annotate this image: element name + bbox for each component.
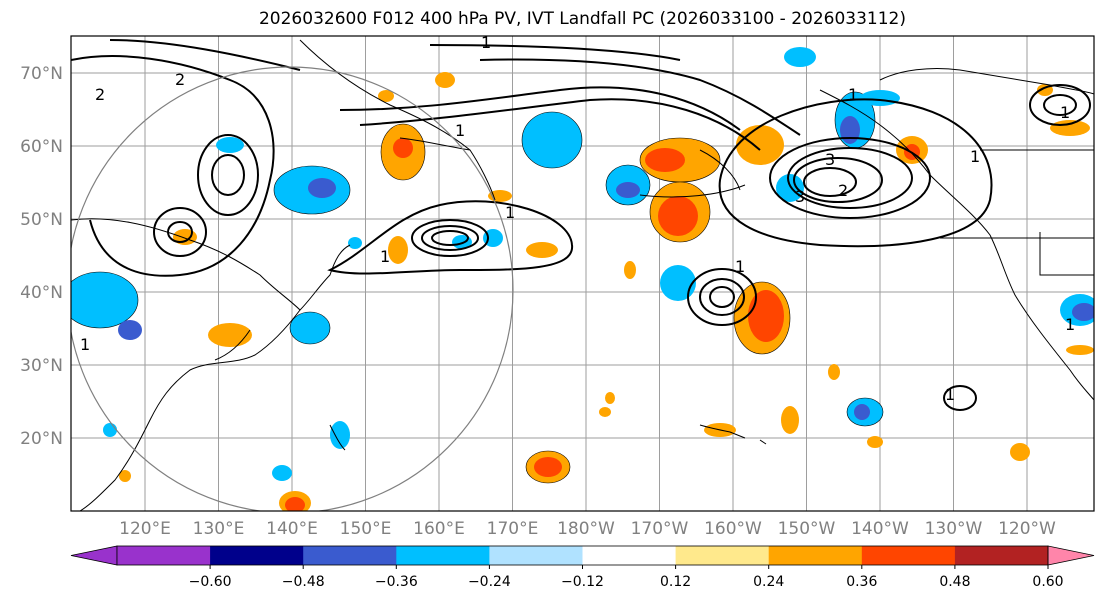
contour-label: 1 [1065, 315, 1075, 334]
colorbar-tick-label: 0.60 [1032, 574, 1063, 590]
contour-label: 2 [95, 85, 105, 104]
colorbar-tick-label: −0.60 [189, 574, 232, 590]
lon-label: 180°W [557, 519, 615, 539]
contour-label: 1 [945, 385, 955, 404]
contour-label: 1 [455, 121, 465, 140]
lat-label: 50°N [20, 210, 63, 230]
map-title: 2026032600 F012 400 hPa PV, IVT Landfall… [258, 9, 906, 29]
colorbar-segment [954, 546, 1049, 565]
colorbar-segment [210, 546, 304, 565]
colorbar-segment [675, 546, 770, 565]
lat-label: 20°N [20, 429, 63, 449]
lat-label: 60°N [20, 137, 63, 157]
colorbar-segment [303, 546, 397, 565]
lon-label: 160°E [413, 519, 465, 539]
contour-label: 1 [735, 257, 745, 276]
lon-label: 130°E [193, 519, 245, 539]
colorbar-segment [396, 546, 490, 565]
contour-label: 1 [970, 147, 980, 166]
contour-label: 1 [380, 247, 390, 266]
colorbar-tick-label: 0.36 [846, 574, 877, 590]
colorbar-segment [861, 546, 956, 565]
coastlines [71, 39, 1094, 511]
colorbar-tick-label: 0.48 [939, 574, 970, 590]
contour-label: 3 [795, 187, 805, 206]
colorbar-extend-low [70, 545, 118, 566]
colorbar-segment [582, 546, 677, 565]
reference-circle [71, 66, 514, 511]
contour-label: 1 [848, 85, 858, 104]
colorbar: −0.60 −0.48 −0.36 −0.24 −0.12 0.12 0.24 0.36 0.4… [70, 545, 1095, 590]
map-border [70, 35, 1095, 512]
lat-label: 30°N [20, 356, 63, 376]
contour-labels: 1 2 2 1 1 1 3 2 3 1 1 1 1 1 1 1 [80, 33, 1075, 404]
lon-label: 170°E [487, 519, 539, 539]
lon-label: 150°E [340, 519, 392, 539]
colorbar-tick-label: −0.36 [375, 574, 418, 590]
longitude-labels: 120°E 130°E 140°E 150°E 160°E 170°E 180°W 170°W… [119, 519, 1056, 539]
pv-anomaly-shading [71, 47, 1094, 511]
lon-label: 160°W [704, 519, 762, 539]
colorbar-segment [117, 546, 211, 565]
contour-label: 2 [838, 181, 848, 200]
lon-label: 120°W [998, 519, 1056, 539]
contour-label: 1 [481, 33, 491, 52]
colorbar-segment [768, 546, 863, 565]
lon-label: 130°W [925, 519, 983, 539]
pv-contours [71, 39, 1091, 411]
lat-label: 40°N [20, 283, 63, 303]
lon-label: 150°W [778, 519, 836, 539]
lat-label: 70°N [20, 64, 63, 84]
lon-label: 120°E [119, 519, 171, 539]
colorbar-tick-label: −0.24 [468, 574, 511, 590]
colorbar-extend-high [1047, 545, 1095, 566]
lon-label: 140°E [266, 519, 318, 539]
contour-label: 2 [175, 70, 185, 89]
contour-label: 1 [505, 203, 515, 222]
map-area [71, 36, 1094, 511]
contour-label: 1 [80, 335, 90, 354]
colorbar-tick-label: −0.48 [282, 574, 325, 590]
colorbar-tick-label: −0.12 [561, 574, 604, 590]
lon-label: 140°W [851, 519, 909, 539]
contour-label: 1 [1060, 103, 1070, 122]
colorbar-segment [489, 546, 583, 565]
lon-label: 170°W [631, 519, 689, 539]
colorbar-tick-label: 0.12 [660, 574, 691, 590]
colorbar-tick-label: 0.24 [753, 574, 784, 590]
contour-label: 3 [825, 150, 835, 169]
latitude-labels: 70°N 60°N 50°N 40°N 30°N 20°N [20, 64, 63, 449]
